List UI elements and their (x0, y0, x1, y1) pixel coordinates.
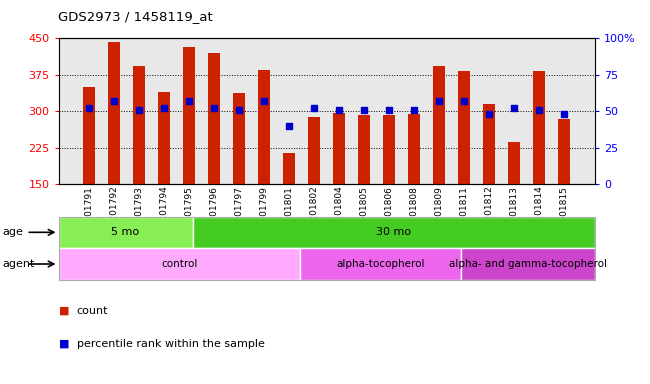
Point (159, 105, 169, 111)
Text: alpha-tocopherol: alpha-tocopherol (336, 259, 424, 269)
Bar (508, 142, 521, 184)
Point (134, 107, 144, 113)
Point (109, 98, 120, 104)
Bar (108, 42, 120, 184)
Point (84, 105, 94, 111)
Point (284, 123, 294, 129)
Bar (183, 47, 196, 184)
Bar (333, 113, 345, 184)
Bar (458, 71, 471, 184)
Point (259, 98, 269, 104)
Point (359, 107, 369, 113)
Text: alpha- and gamma-tocopherol: alpha- and gamma-tocopherol (448, 259, 606, 269)
Point (234, 107, 244, 113)
Text: ■: ■ (58, 306, 69, 316)
Bar (133, 66, 146, 184)
Bar (233, 93, 245, 184)
Point (384, 107, 395, 113)
Point (409, 107, 419, 113)
Text: count: count (77, 306, 108, 316)
Bar (83, 87, 96, 184)
Bar (158, 92, 170, 184)
Bar (558, 119, 571, 184)
Bar (383, 115, 395, 184)
Point (309, 105, 319, 111)
Text: GDS2973 / 1458119_at: GDS2973 / 1458119_at (58, 10, 213, 23)
Point (459, 98, 469, 104)
Point (534, 107, 544, 113)
Text: age: age (3, 227, 23, 237)
Point (509, 105, 519, 111)
Bar (258, 70, 270, 184)
Bar (208, 53, 220, 184)
Text: 5 mo: 5 mo (111, 227, 140, 237)
Point (184, 98, 194, 104)
Point (334, 107, 345, 113)
Bar (308, 117, 320, 184)
Point (434, 98, 445, 104)
Text: percentile rank within the sample: percentile rank within the sample (77, 339, 265, 349)
Bar (283, 153, 295, 184)
Point (209, 105, 219, 111)
Text: agent: agent (3, 259, 35, 269)
Text: control: control (161, 259, 198, 269)
Bar (408, 114, 421, 184)
Point (559, 111, 569, 118)
Bar (483, 104, 495, 184)
Bar (358, 115, 370, 184)
Bar (533, 71, 545, 184)
Text: ■: ■ (58, 339, 69, 349)
Point (484, 111, 494, 118)
Bar (433, 66, 445, 184)
Text: 30 mo: 30 mo (376, 227, 411, 237)
